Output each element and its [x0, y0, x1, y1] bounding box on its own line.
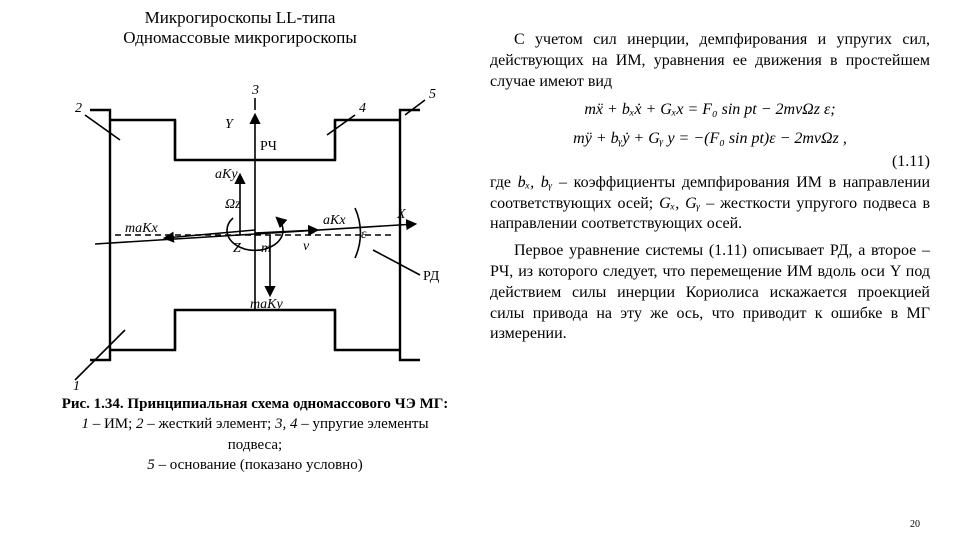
equation-1: mẍ + bₓẋ + Gₓx = F₀ sin pt − 2mvΩz ε;	[490, 100, 930, 121]
page-number: 20	[910, 519, 920, 530]
diagram-label-makx: maKx	[125, 221, 158, 236]
diagram-label-rch: РЧ	[260, 139, 277, 154]
left-column: 1 2 3 4 5 Y X Z m v ε РЧ РД Ωz aKy aKx m…	[55, 80, 455, 475]
diagram-label-aky: aKy	[215, 167, 238, 182]
diagram-label-eps: ε	[361, 227, 367, 242]
diagram-label-3: 3	[251, 83, 259, 98]
paragraph-3: Первое уравнение системы (1.11) описывае…	[490, 241, 930, 345]
equation-number: (1.11)	[490, 152, 930, 173]
title-line-1: Микрогироскопы LL-типа	[100, 8, 380, 28]
paragraph-1: С учетом сил инерции, демпфирования и уп…	[490, 30, 930, 92]
diagram-label-maky: maKy	[250, 297, 283, 312]
equation-2: mÿ + bᵧẏ + Gᵧ y = −(F₀ sin pt)ε − 2mvΩz …	[490, 129, 930, 150]
right-column: С учетом сил инерции, демпфирования и уп…	[490, 30, 930, 351]
diagram-label-Z: Z	[233, 241, 241, 256]
paragraph-2: где bₓ, bᵧ – коэффициенты демпфирования …	[490, 173, 930, 235]
schematic-diagram: 1 2 3 4 5 Y X Z m v ε РЧ РД Ωz aKy aKx m…	[55, 80, 455, 390]
diagram-label-1: 1	[73, 379, 80, 390]
title-block: Микрогироскопы LL-типа Одномассовые микр…	[100, 8, 380, 48]
diagram-label-X: X	[396, 207, 406, 222]
diagram-label-5: 5	[429, 87, 436, 102]
diagram-label-omega: Ωz	[225, 197, 241, 212]
diagram-label-2: 2	[75, 101, 82, 116]
diagram-label-m: m	[261, 241, 271, 256]
diagram-label-rd: РД	[423, 269, 440, 284]
caption-title: Рис. 1.34. Принципиальная схема одномасс…	[62, 396, 449, 412]
title-line-2: Одномассовые микрогироскопы	[100, 28, 380, 48]
diagram-label-akx: aKx	[323, 213, 346, 228]
figure-caption: Рис. 1.34. Принципиальная схема одномасс…	[55, 394, 455, 475]
diagram-label-4: 4	[359, 101, 366, 116]
diagram-label-Y: Y	[225, 117, 235, 132]
diagram-label-v: v	[303, 239, 310, 254]
